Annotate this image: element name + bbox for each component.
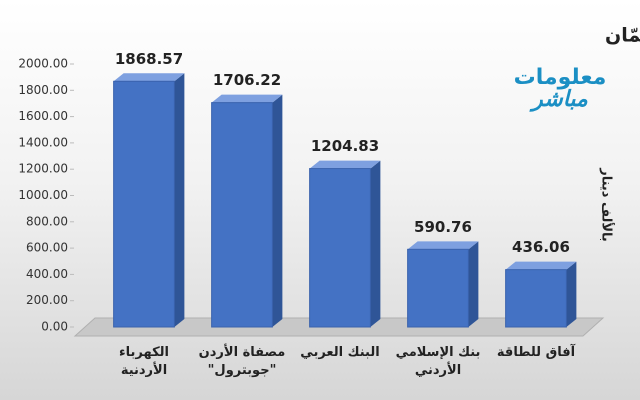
value-label: 590.76 [414, 218, 472, 236]
bar-top [407, 241, 479, 250]
y-tick-label: 600.00 [26, 241, 68, 255]
y-tick-label: 800.00 [26, 214, 68, 228]
y-tick-label: 400.00 [26, 267, 68, 281]
y-axis-label: بالألف دينار [599, 167, 616, 242]
bar-side [370, 160, 381, 327]
value-label: 1868.57 [115, 50, 183, 68]
y-tick-label: 1200.00 [18, 162, 68, 176]
bar-top [211, 94, 283, 103]
bar [505, 269, 567, 328]
x-tick-label: بنك الإسلامي الأردني [395, 345, 481, 378]
bar-side [566, 261, 577, 327]
y-tick-label: 1800.00 [18, 83, 68, 97]
y-tick-label: 1000.00 [18, 188, 68, 202]
logo-line1: معلومات [514, 65, 607, 90]
bar-side [174, 73, 185, 327]
bar-top [505, 261, 577, 270]
y-tick-label: 1400.00 [18, 135, 68, 149]
y-tick-label: 0.00 [41, 320, 68, 334]
y-tick-label: 200.00 [26, 293, 68, 307]
x-tick-label: آفاق للطاقة [496, 345, 576, 360]
logo-line2: مباشر [529, 87, 588, 112]
bar-top [113, 73, 185, 82]
x-tick-label: البنك العربي [300, 345, 380, 360]
value-label: 436.06 [512, 238, 570, 256]
value-label: 1706.22 [213, 71, 281, 89]
y-tick-label: 2000.00 [18, 57, 68, 71]
bar-side [468, 241, 479, 327]
x-tick-label: الكهرباء الأردنية [119, 345, 169, 378]
bar-top [309, 160, 381, 169]
chart-title: أنشط 5 أسهم قيمةً ببورصة عمّان [605, 23, 640, 47]
x-tick-label: مصفاة الأردن "جوبترول" [198, 345, 286, 378]
bar-side [272, 94, 283, 327]
bar [407, 248, 469, 328]
bar [309, 168, 371, 328]
y-tick-label: 1600.00 [18, 109, 68, 123]
bar [113, 80, 175, 328]
value-label: 1204.83 [311, 137, 379, 155]
bar [211, 102, 273, 328]
